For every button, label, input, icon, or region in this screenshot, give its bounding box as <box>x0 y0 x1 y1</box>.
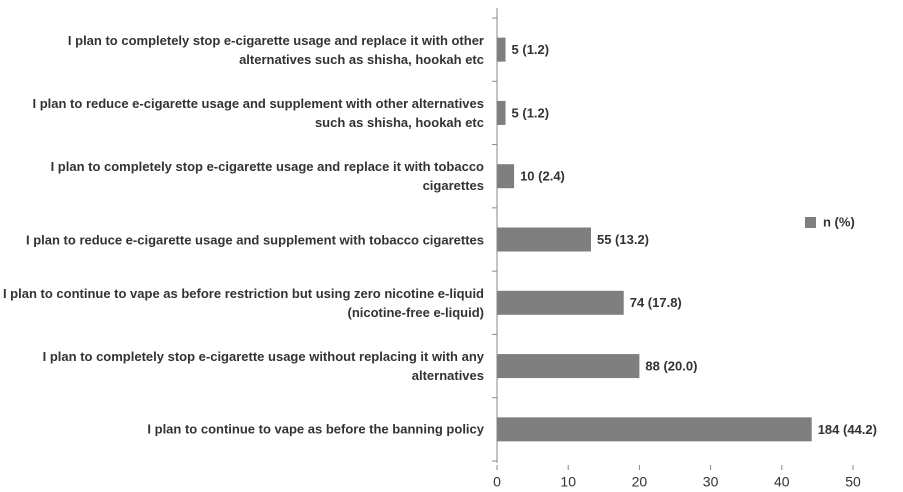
bar <box>497 290 624 315</box>
x-tick-label: 20 <box>632 474 648 490</box>
data-label: 55 (13.2) <box>597 232 649 247</box>
data-label: 74 (17.8) <box>630 295 682 310</box>
bar <box>497 164 515 189</box>
data-label: 5 (1.2) <box>512 42 550 57</box>
bar <box>497 37 506 62</box>
data-label: 5 (1.2) <box>512 105 550 120</box>
y-tick-label: I plan to continue to vape as before the… <box>147 421 484 437</box>
y-tick-label: I plan to continue to vape as before res… <box>2 285 484 320</box>
x-tick-label: 10 <box>560 474 576 490</box>
y-tick-label: I plan to reduce e-cigarette usage and s… <box>26 232 484 247</box>
data-label: 88 (20.0) <box>645 359 697 374</box>
bar <box>497 227 591 252</box>
bar <box>497 354 640 379</box>
bar <box>497 100 506 125</box>
data-label: 184 (44.2) <box>818 422 877 437</box>
bar <box>497 417 812 442</box>
legend-label: n (%) <box>823 214 855 229</box>
data-label: 10 (2.4) <box>520 169 565 184</box>
y-tick-label: I plan to completely stop e-cigarette us… <box>67 32 484 67</box>
x-tick-label: 40 <box>774 474 790 490</box>
y-tick-label: I plan to completely stop e-cigarette us… <box>42 349 484 384</box>
y-tick-label: I plan to completely stop e-cigarette us… <box>50 159 484 194</box>
x-tick-label: 50 <box>845 474 861 490</box>
y-tick-label: I plan to reduce e-cigarette usage and s… <box>32 95 485 130</box>
legend-swatch <box>805 217 816 228</box>
x-tick-label: 30 <box>703 474 719 490</box>
x-tick-label: 0 <box>493 474 501 490</box>
